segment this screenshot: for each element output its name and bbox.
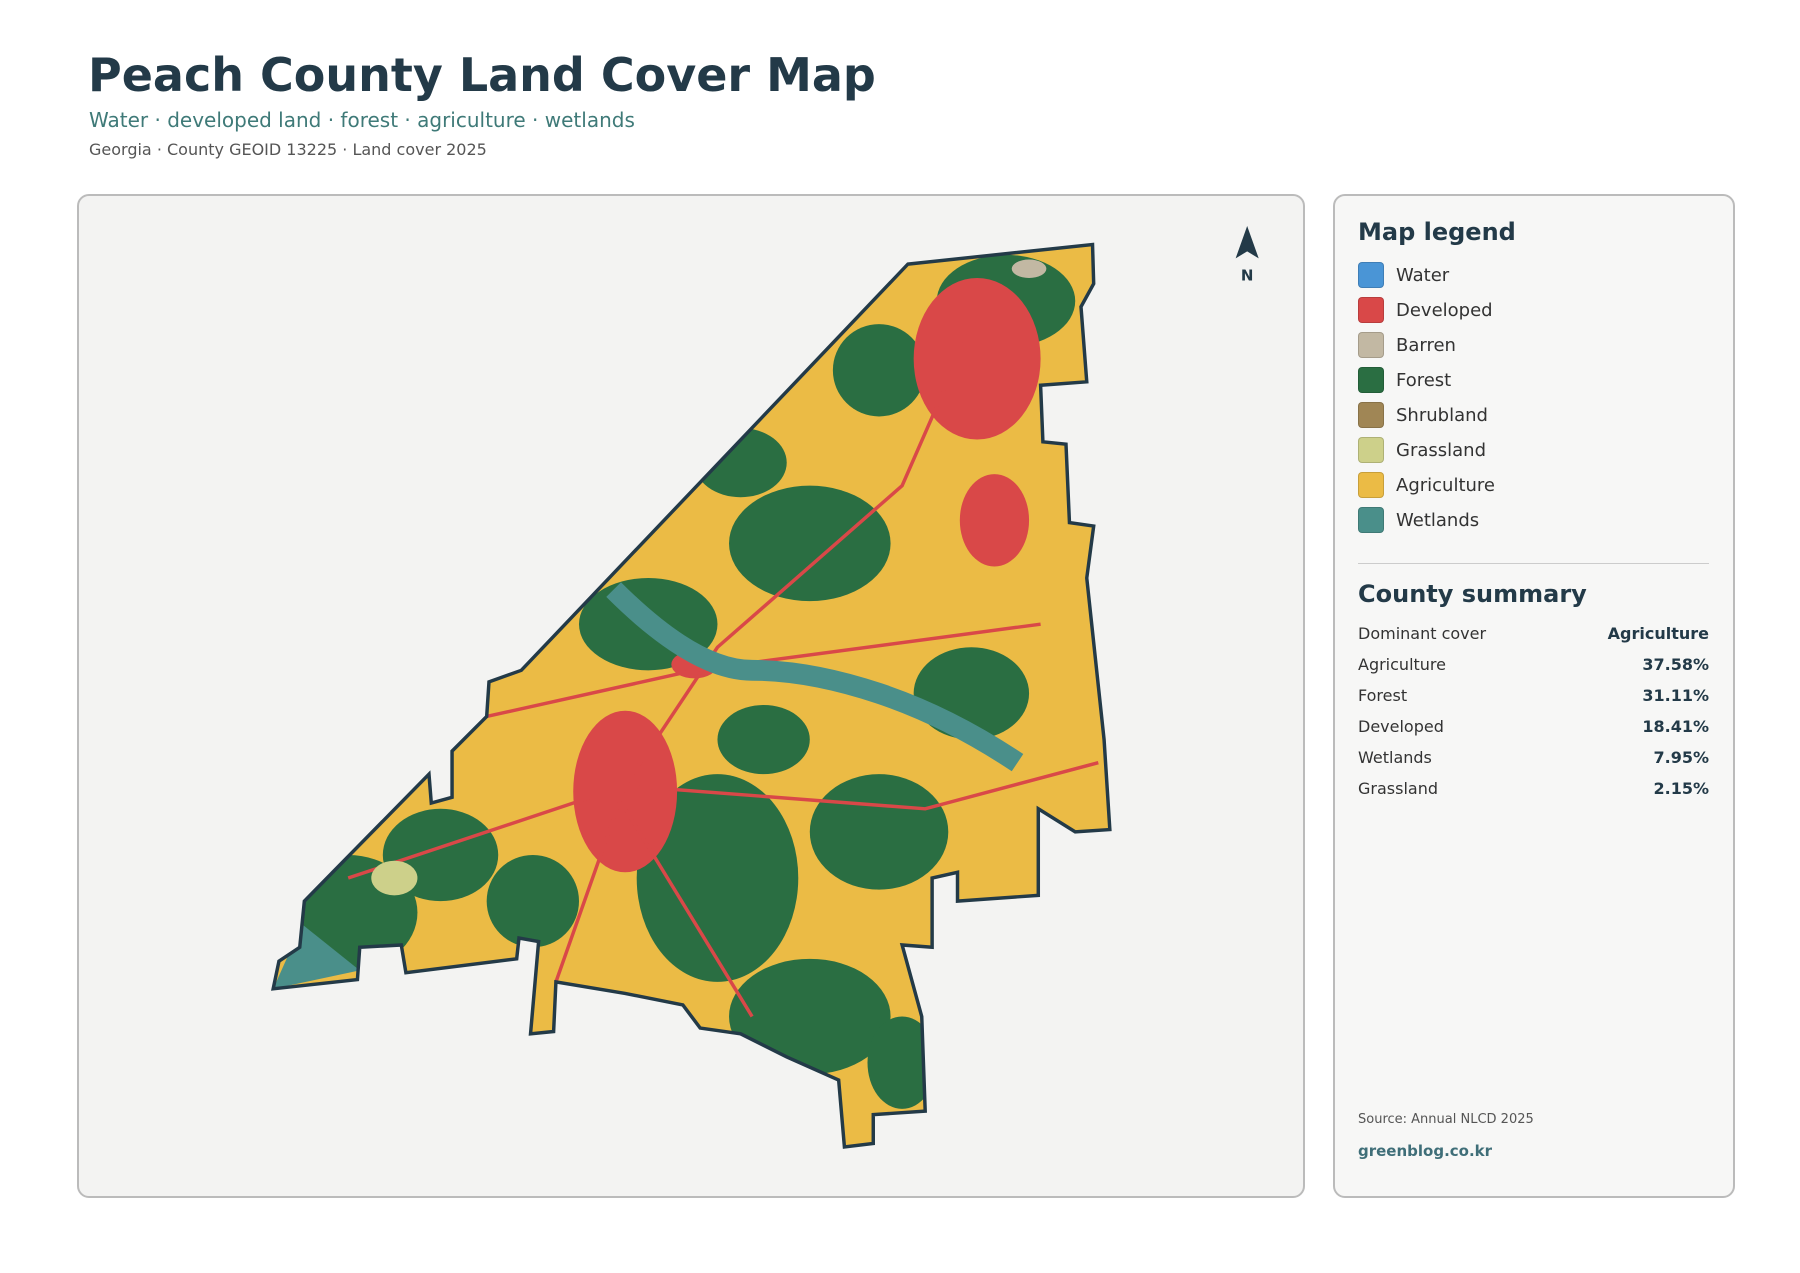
developed-areas <box>573 277 1041 873</box>
legend-label: Developed <box>1396 299 1493 321</box>
summary-value: Agriculture <box>1607 624 1709 643</box>
summary-row: Dominant cover Agriculture <box>1358 624 1709 643</box>
county-outline <box>271 242 1112 1149</box>
legend-item: Barren <box>1358 332 1456 358</box>
wetlands-river <box>606 582 1024 772</box>
legend-swatch <box>1358 437 1384 463</box>
summary-label: Agriculture <box>1358 655 1446 674</box>
legend-swatch <box>1358 367 1384 393</box>
summary-value: 7.95% <box>1653 748 1709 767</box>
legend-label: Water <box>1396 264 1450 286</box>
barren-area <box>1011 259 1047 278</box>
legend-label: Forest <box>1396 369 1452 391</box>
north-label: N <box>1241 266 1254 284</box>
summary-label: Forest <box>1358 686 1408 705</box>
grassland-area <box>371 860 418 896</box>
summary-label: Developed <box>1358 717 1444 736</box>
legend-item: Developed <box>1358 297 1493 323</box>
summary-label: Wetlands <box>1358 748 1432 767</box>
legend-label: Barren <box>1396 334 1456 356</box>
legend-label: Agriculture <box>1396 474 1495 496</box>
legend-label: Wetlands <box>1396 509 1480 531</box>
summary-row: Agriculture 37.58% <box>1358 655 1709 674</box>
summary-title: County summary <box>1358 580 1587 608</box>
site: greenblog.co.kr <box>1358 1142 1493 1160</box>
legend-label: Shrubland <box>1396 404 1488 426</box>
divider <box>1358 563 1709 564</box>
summary-value: 18.41% <box>1642 717 1709 736</box>
summary-value: 2.15% <box>1653 779 1709 798</box>
legend-swatch <box>1358 402 1384 428</box>
map-panel: N <box>77 194 1305 1198</box>
summary-row: Developed 18.41% <box>1358 717 1709 736</box>
county-map: N <box>271 226 1259 1149</box>
summary-value: 37.58% <box>1642 655 1709 674</box>
title: Peach County Land Cover Map <box>88 48 876 102</box>
meta: Georgia · County GEOID 13225 · Land cove… <box>89 140 487 159</box>
legend-title: Map legend <box>1358 218 1516 246</box>
north-arrow <box>1235 226 1259 259</box>
side-panel: Map legend Water Developed Barren Forest Shr… <box>1333 194 1735 1198</box>
legend-item: Water <box>1358 262 1449 288</box>
legend-swatch <box>1358 297 1384 323</box>
summary-label: Dominant cover <box>1358 624 1487 643</box>
legend-item: Shrubland <box>1358 402 1488 428</box>
legend-swatch <box>1358 262 1384 288</box>
legend-item: Wetlands <box>1358 507 1479 533</box>
summary-row: Forest 31.11% <box>1358 686 1709 705</box>
summary-row: Wetlands 7.95% <box>1358 748 1709 767</box>
legend-swatch <box>1358 332 1384 358</box>
map: N <box>271 226 1259 1149</box>
legend-item: Agriculture <box>1358 472 1495 498</box>
legend-swatch <box>1358 472 1384 498</box>
summary-label: Grassland <box>1358 779 1438 798</box>
summary-row: Grassland 2.15% <box>1358 779 1709 798</box>
land-cover <box>273 244 1110 1147</box>
legend-label: Grassland <box>1396 439 1486 461</box>
roads <box>347 300 1099 1018</box>
legend-swatch <box>1358 507 1384 533</box>
subtitle: Water · developed land · forest · agricu… <box>89 108 635 132</box>
summary-value: 31.11% <box>1642 686 1709 705</box>
legend-item: Forest <box>1358 367 1451 393</box>
legend-item: Grassland <box>1358 437 1486 463</box>
source: Source: Annual NLCD 2025 <box>1358 1112 1534 1127</box>
